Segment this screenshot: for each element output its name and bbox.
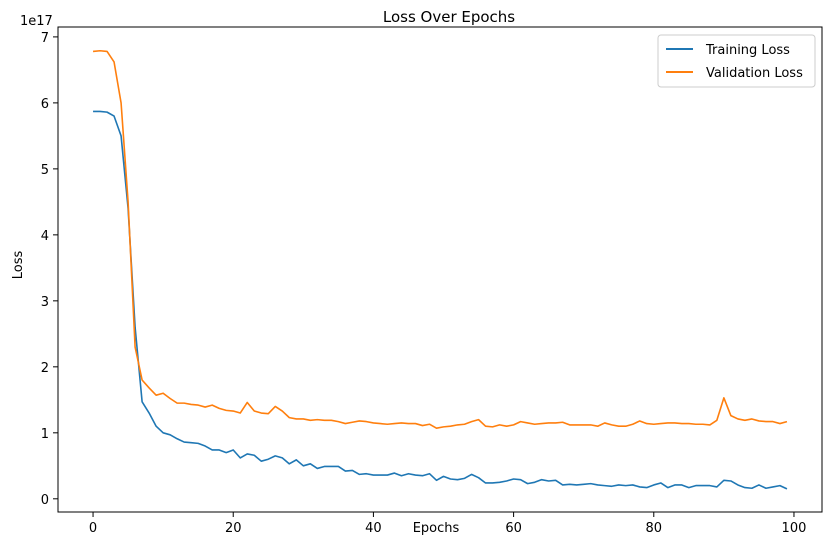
y-tick-label: 6 bbox=[41, 97, 49, 112]
y-tick-label: 3 bbox=[41, 295, 49, 310]
x-tick-label: 80 bbox=[646, 521, 663, 536]
ticks-layer: 0 20 40 60 80 100 0 1 2 3 4 5 6 7 bbox=[41, 31, 807, 536]
x-tick-label: 20 bbox=[225, 521, 242, 536]
x-tick-label: 100 bbox=[782, 521, 807, 536]
validation-loss-line bbox=[92, 49, 788, 430]
legend: Training Loss Validation Loss bbox=[657, 34, 816, 88]
legend-label-training: Training Loss bbox=[705, 43, 790, 58]
legend-box bbox=[657, 34, 816, 88]
x-tick-label: 60 bbox=[505, 521, 522, 536]
plot-frame bbox=[57, 26, 823, 513]
chart-title: Loss Over Epochs bbox=[383, 8, 515, 26]
y-tick-label: 0 bbox=[41, 493, 49, 508]
series-layer bbox=[92, 49, 788, 490]
y-tick-label: 5 bbox=[41, 163, 49, 178]
x-axis-label: Epochs bbox=[413, 521, 460, 536]
y-axis-label: Loss bbox=[11, 251, 26, 280]
training-loss-line bbox=[93, 110, 788, 490]
x-tick-label: 40 bbox=[365, 521, 382, 536]
y-tick-label: 2 bbox=[41, 361, 49, 376]
y-tick-label: 4 bbox=[41, 229, 49, 244]
x-tick-label: 0 bbox=[89, 521, 97, 536]
y-tick-label: 1 bbox=[41, 427, 49, 442]
y-offset-label: 1e17 bbox=[20, 14, 53, 29]
y-tick-label: 7 bbox=[41, 31, 49, 46]
legend-label-validation: Validation Loss bbox=[706, 66, 803, 81]
